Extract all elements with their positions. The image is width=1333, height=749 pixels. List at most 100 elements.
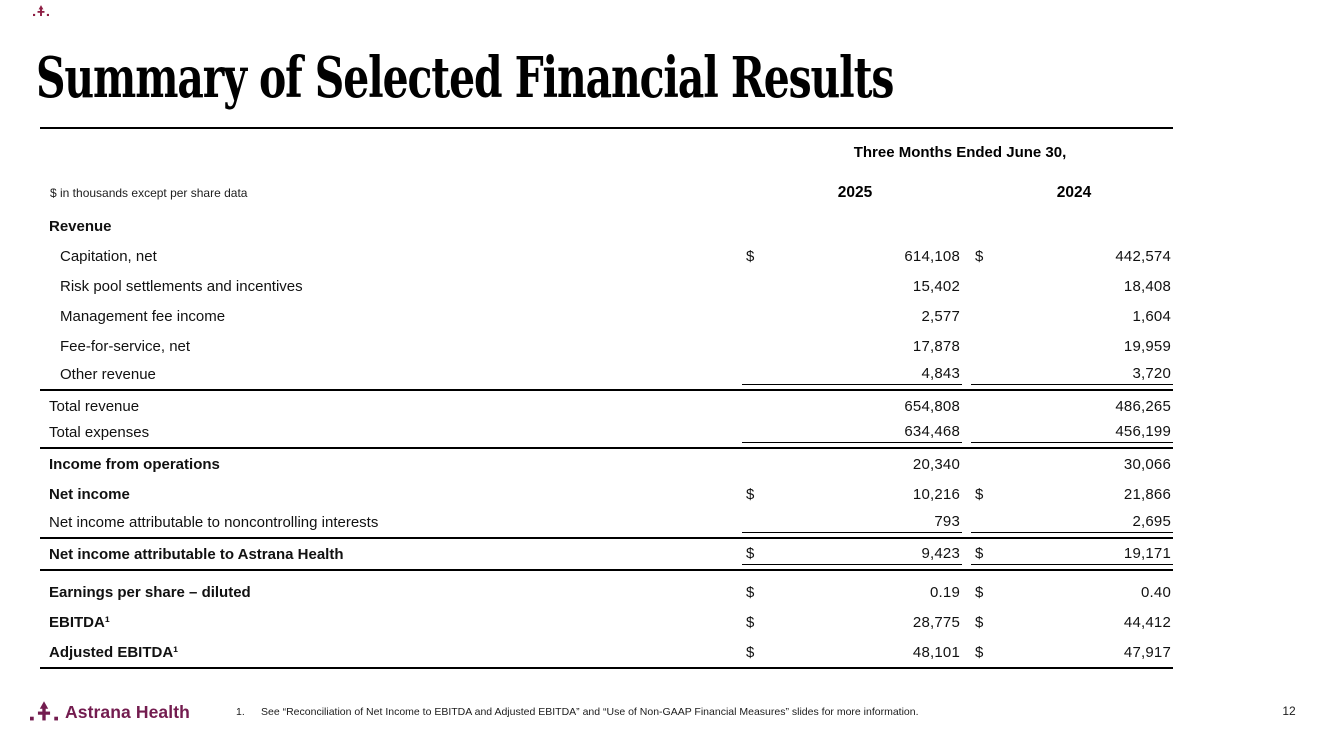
table-row: Revenue xyxy=(40,211,1173,241)
value-cell xyxy=(971,211,1173,237)
value-cell: 486,265 xyxy=(971,391,1173,417)
footnote-text: See “Reconciliation of Net Income to EBI… xyxy=(261,706,919,718)
row-value: 0.19 xyxy=(930,584,960,601)
value-cell: 17,878 xyxy=(742,331,962,357)
row-value: 47,917 xyxy=(1123,644,1171,661)
value-cell: 634,468 xyxy=(742,421,962,443)
row-label: Management fee income xyxy=(60,308,226,325)
value-cell: $28,775 xyxy=(742,607,962,633)
value-cell: 456,199 xyxy=(971,421,1173,443)
value-cell: 654,808 xyxy=(742,391,962,417)
brand-asterism-icon xyxy=(33,5,49,17)
value-cell: 18,408 xyxy=(971,271,1173,297)
table-row: Risk pool settlements and incentives 15,4… xyxy=(40,271,1173,301)
table-row: Total revenue 654,808 486,265 xyxy=(40,391,1173,421)
table-row: Earnings per share – diluted $0.19 $0.40 xyxy=(40,571,1173,607)
row-label: Revenue xyxy=(49,218,112,235)
row-value: 9,423 xyxy=(921,545,960,562)
dollar-sign: $ xyxy=(975,486,984,503)
value-cell: 30,066 xyxy=(971,449,1173,475)
table-row: Net income attributable to Astrana Healt… xyxy=(40,539,1173,571)
value-cell: 1,604 xyxy=(971,301,1173,327)
value-cell: $48,101 xyxy=(742,637,962,663)
table-row: Capitation, net $614,108 $442,574 xyxy=(40,241,1173,271)
table-row: Net income attributable to noncontrollin… xyxy=(40,509,1173,539)
row-label: EBITDA¹ xyxy=(49,614,110,631)
row-value: 486,265 xyxy=(1115,398,1171,415)
units-note: $ in thousands except per share data xyxy=(50,186,248,200)
row-value: 2,577 xyxy=(921,308,960,325)
row-value: 15,402 xyxy=(912,278,960,295)
value-cell: $9,423 xyxy=(742,539,962,565)
logo-wordmark: Astrana Health xyxy=(65,702,190,722)
row-value: 28,775 xyxy=(912,614,960,631)
dollar-sign: $ xyxy=(746,248,755,265)
row-value: 442,574 xyxy=(1115,248,1171,265)
page-title: Summary of Selected Financial Results xyxy=(36,45,894,111)
value-cell: 3,720 xyxy=(971,361,1173,385)
value-cell: $0.40 xyxy=(971,571,1173,603)
table-row: Total expenses 634,468 456,199 xyxy=(40,421,1173,449)
row-value: 4,843 xyxy=(921,365,960,382)
company-logo: Astrana Health xyxy=(30,701,190,724)
column-header-2024: 2024 xyxy=(1056,184,1092,201)
value-cell: 793 xyxy=(742,509,962,533)
row-label: Income from operations xyxy=(49,456,220,473)
row-label: Net income attributable to noncontrollin… xyxy=(49,514,379,531)
dollar-sign: $ xyxy=(975,614,984,631)
table-row: Management fee income 2,577 1,604 xyxy=(40,301,1173,331)
row-value: 1,604 xyxy=(1132,308,1171,325)
row-label: Total revenue xyxy=(49,398,140,415)
table-rows: Revenue Capitation, net $614,108 $442,574 Ri… xyxy=(40,211,1173,669)
row-label: Fee-for-service, net xyxy=(60,338,191,355)
row-value: 634,468 xyxy=(904,423,960,440)
row-label: Adjusted EBITDA¹ xyxy=(49,644,179,661)
row-label: Total expenses xyxy=(49,424,150,441)
table-row: Adjusted EBITDA¹ $48,101 $47,917 xyxy=(40,637,1173,669)
row-label: Capitation, net xyxy=(60,248,157,265)
value-cell xyxy=(742,211,962,237)
row-value: 19,171 xyxy=(1123,545,1171,562)
table-row: Net income $10,216 $21,866 xyxy=(40,479,1173,509)
table-row: Income from operations 20,340 30,066 xyxy=(40,449,1173,479)
row-value: 21,866 xyxy=(1123,486,1171,503)
footnote-marker: 1. xyxy=(236,706,245,718)
page-number: 12 xyxy=(1282,704,1296,718)
row-label: Other revenue xyxy=(60,366,156,383)
dollar-sign: $ xyxy=(746,486,755,503)
value-cell: 15,402 xyxy=(742,271,962,297)
value-cell: $614,108 xyxy=(742,241,962,267)
title-underline xyxy=(40,127,1173,129)
table-row: EBITDA¹ $28,775 $44,412 xyxy=(40,607,1173,637)
value-cell: $10,216 xyxy=(742,479,962,505)
row-value: 793 xyxy=(934,513,960,530)
row-label: Risk pool settlements and incentives xyxy=(60,278,303,295)
value-cell: $21,866 xyxy=(971,479,1173,505)
value-cell: 19,959 xyxy=(971,331,1173,357)
value-cell: 20,340 xyxy=(742,449,962,475)
dollar-sign: $ xyxy=(746,545,755,562)
astrana-logomark-icon xyxy=(30,701,58,721)
row-value: 44,412 xyxy=(1123,614,1171,631)
dollar-sign: $ xyxy=(746,614,755,631)
value-cell: $44,412 xyxy=(971,607,1173,633)
dollar-sign: $ xyxy=(975,644,984,661)
row-value: 17,878 xyxy=(912,338,960,355)
row-value: 456,199 xyxy=(1115,423,1171,440)
dollar-sign: $ xyxy=(975,248,984,265)
value-cell: $19,171 xyxy=(971,539,1173,565)
row-value: 614,108 xyxy=(904,248,960,265)
value-cell: $47,917 xyxy=(971,637,1173,663)
row-label: Net income attributable to Astrana Healt… xyxy=(49,546,344,563)
table-row: Other revenue 4,843 3,720 xyxy=(40,361,1173,391)
value-cell: $0.19 xyxy=(742,571,962,603)
row-value: 10,216 xyxy=(912,486,960,503)
dollar-sign: $ xyxy=(975,545,984,562)
value-cell: $442,574 xyxy=(971,241,1173,267)
period-header: Three Months Ended June 30, xyxy=(853,144,1067,161)
dollar-sign: $ xyxy=(975,584,984,601)
row-value: 20,340 xyxy=(912,456,960,473)
value-cell: 4,843 xyxy=(742,361,962,385)
dollar-sign: $ xyxy=(746,644,755,661)
row-value: 48,101 xyxy=(912,644,960,661)
